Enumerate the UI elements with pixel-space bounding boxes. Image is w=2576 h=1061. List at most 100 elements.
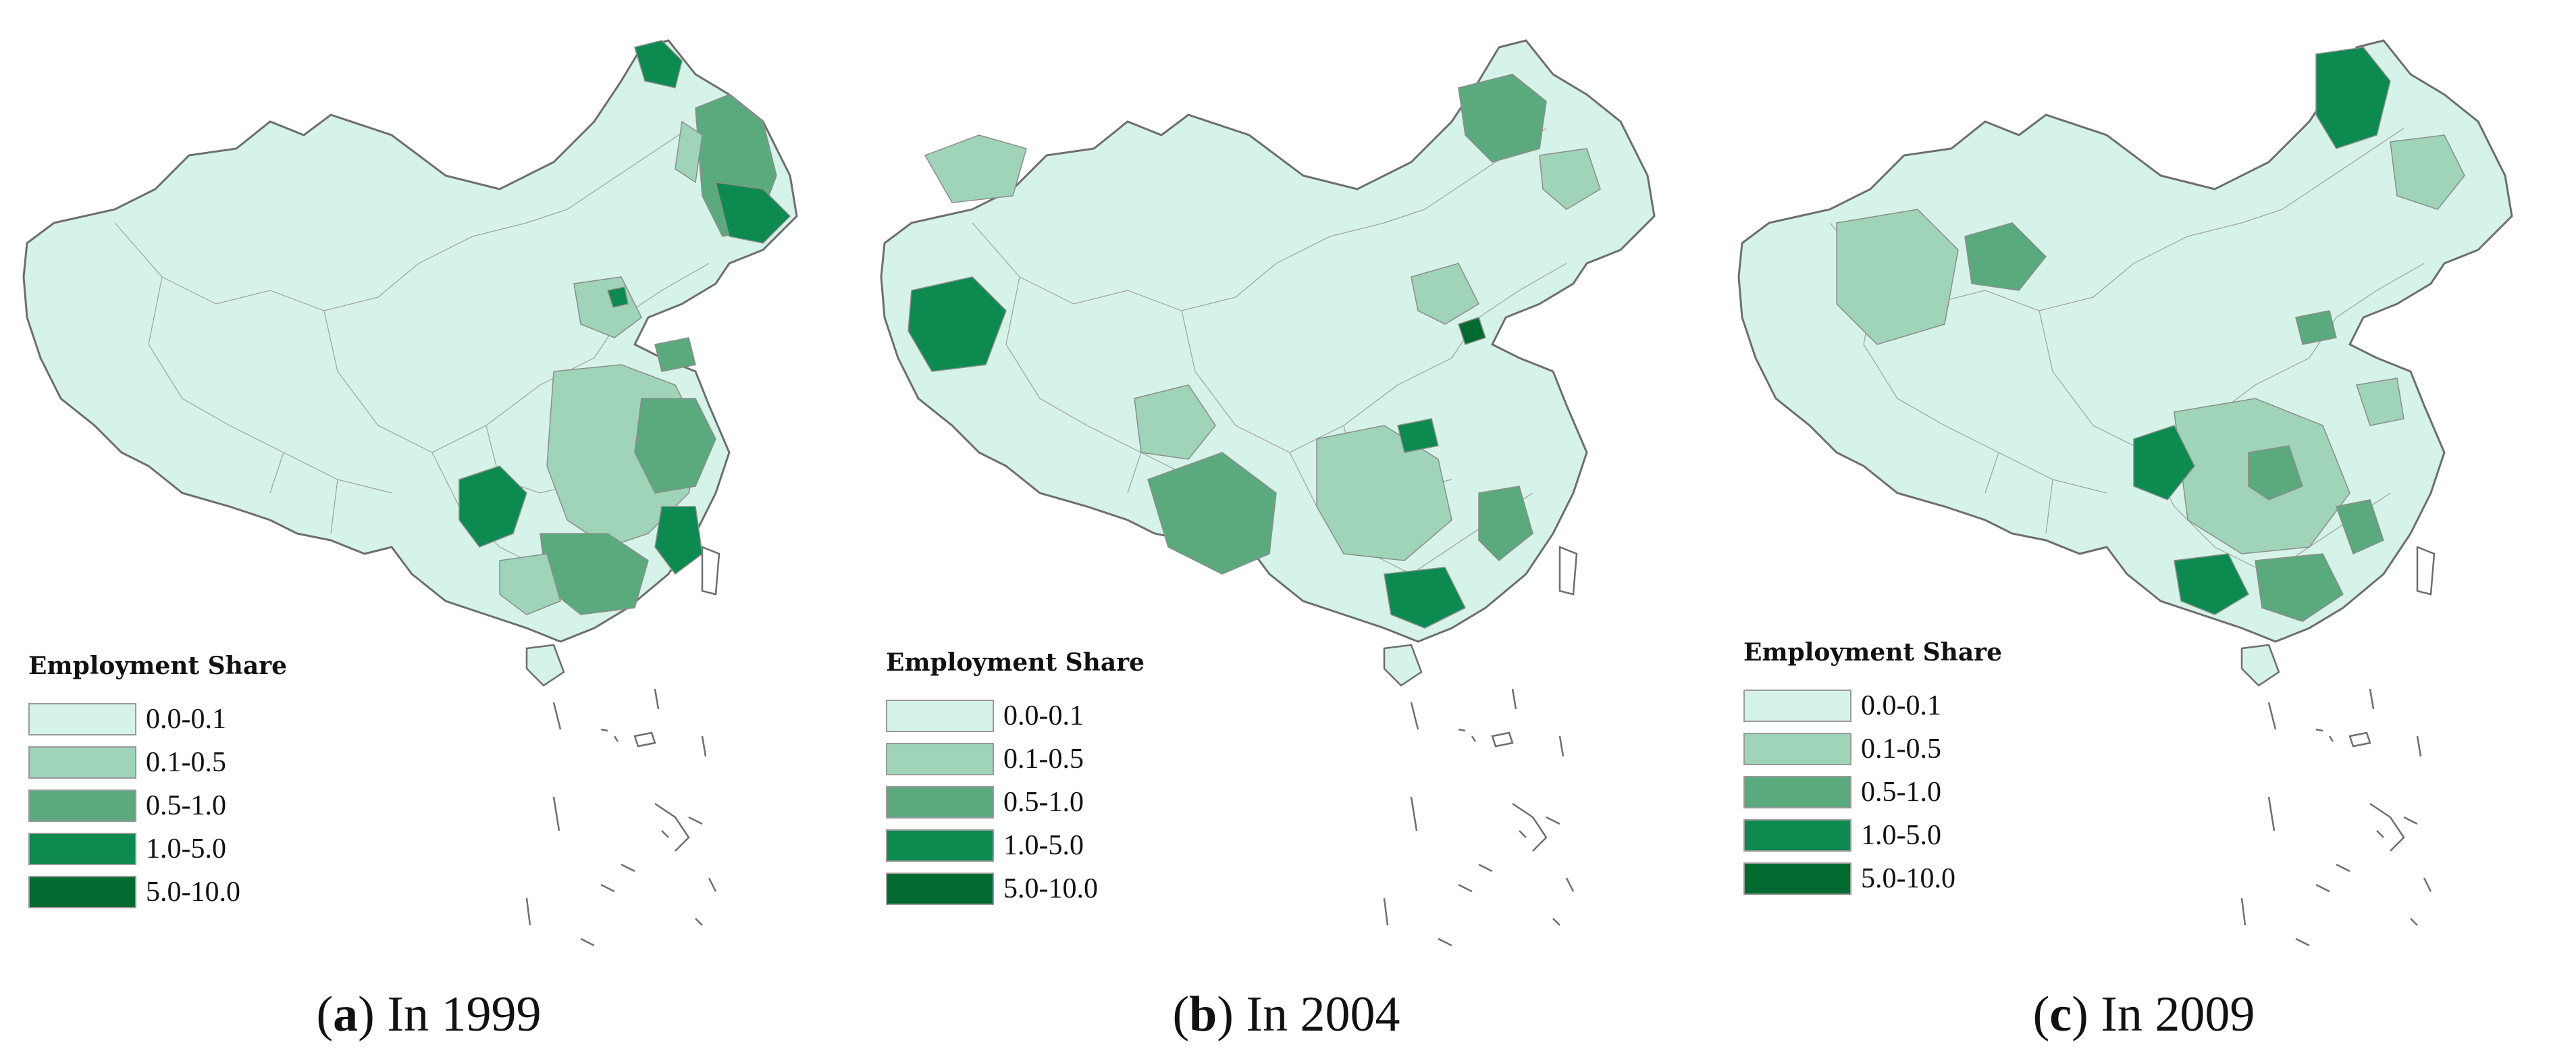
legend-title: Employment Share xyxy=(28,652,288,680)
china-map-1999 xyxy=(22,39,798,947)
map-panel-2004: Employment Share 0.0-0.1 0.1-0.5 0.5-1.0… xyxy=(871,20,1702,1047)
legend-swatch xyxy=(886,873,994,905)
region-beijing-2004 xyxy=(1458,317,1486,345)
legend-2009: Employment Share 0.0-0.1 0.1-0.5 0.5-1.0… xyxy=(1743,638,2002,900)
region-southwest-1999 xyxy=(458,465,527,548)
caption-letter: a xyxy=(333,987,359,1042)
legend-swatch xyxy=(886,786,994,819)
legend-label: 0.1-0.5 xyxy=(1003,744,1084,775)
legend-swatch xyxy=(886,829,994,862)
region-sichuan-2009 xyxy=(2133,425,2195,500)
legend-label: 1.0-5.0 xyxy=(146,833,226,864)
region-guangdong-2004 xyxy=(1384,567,1467,629)
legend-swatch xyxy=(28,703,136,735)
caption-letter: c xyxy=(2049,987,2072,1042)
region-qinghai-2004 xyxy=(1134,384,1216,460)
legend-item: 1.0-5.0 xyxy=(28,827,287,871)
legend-label: 0.0-0.1 xyxy=(1003,700,1084,731)
legend-item: 0.1-0.5 xyxy=(1743,727,2002,771)
region-hubei-2004 xyxy=(1397,418,1439,453)
legend-swatch xyxy=(886,700,994,732)
shaded-regions-2009 xyxy=(1836,47,2465,622)
region-fujian-2009 xyxy=(2336,499,2384,555)
region-kashgar-2004 xyxy=(908,276,1007,372)
legend-item: 1.0-5.0 xyxy=(886,824,1145,867)
legend-label: 0.5-1.0 xyxy=(146,790,226,821)
map-panel-1999: Employment Share 0.0-0.1 0.1-0.5 0.5-1.0… xyxy=(14,20,844,1047)
legend-swatch xyxy=(1743,733,1851,765)
region-northeast-2009 xyxy=(2390,134,2465,210)
region-inner-mongolia-1999 xyxy=(675,120,703,184)
legend-2004: Employment Share 0.0-0.1 0.1-0.5 0.5-1.0… xyxy=(886,648,1145,910)
legend-swatch xyxy=(28,876,136,908)
region-xinjiang-2009 xyxy=(1836,209,1959,345)
legend-item: 1.0-5.0 xyxy=(1743,814,2002,857)
legend-label: 1.0-5.0 xyxy=(1003,830,1084,861)
legend-label: 0.0-0.1 xyxy=(1861,690,1941,721)
region-heilongjiang-north-1999 xyxy=(634,40,683,88)
legend-swatch xyxy=(1743,862,1851,895)
legend-item: 0.5-1.0 xyxy=(28,784,287,827)
caption-text: In 1999 xyxy=(374,987,542,1042)
legend-swatch xyxy=(1743,819,1851,852)
legend-swatch xyxy=(28,790,136,822)
china-map-2004 xyxy=(880,39,1656,947)
legend-label: 0.1-0.5 xyxy=(146,747,226,778)
legend-swatch xyxy=(886,743,994,775)
caption-text: In 2004 xyxy=(1233,987,1400,1042)
legend-item: 0.0-0.1 xyxy=(1743,684,2002,727)
region-southeast-1999 xyxy=(654,506,703,575)
legend-item: 0.1-0.5 xyxy=(28,741,287,784)
panel-caption-b: (b) In 2004 xyxy=(1172,987,1400,1042)
legend-item: 0.0-0.1 xyxy=(28,698,287,741)
region-urumqi-2009 xyxy=(1964,222,2047,291)
legend-title: Employment Share xyxy=(1743,638,2003,667)
map-panel-2009: Employment Share 0.0-0.1 0.1-0.5 0.5-1.0… xyxy=(1729,20,2559,1047)
legend-label: 0.1-0.5 xyxy=(1861,733,1941,765)
legend-item: 5.0-10.0 xyxy=(1743,857,2002,900)
legend-title: Employment Share xyxy=(886,648,1145,677)
legend-swatch xyxy=(28,746,136,779)
legend-swatch xyxy=(1743,690,1851,722)
china-map-2009 xyxy=(1737,39,2513,947)
legend-item: 0.1-0.5 xyxy=(886,737,1145,781)
legend-1999: Employment Share 0.0-0.1 0.1-0.5 0.5-1.0… xyxy=(28,652,287,914)
region-hubei-2009 xyxy=(2248,445,2303,500)
region-sichuan-2004 xyxy=(1147,452,1277,575)
region-beijing-2009 xyxy=(2295,310,2337,345)
caption-letter: b xyxy=(1189,987,1217,1042)
panel-caption-a: (a) In 1999 xyxy=(316,987,542,1042)
legend-label: 5.0-10.0 xyxy=(1003,873,1098,904)
region-east-1999 xyxy=(634,398,716,494)
region-guangdong-2009 xyxy=(2255,553,2344,622)
legend-swatch xyxy=(1743,776,1851,808)
legend-item: 0.5-1.0 xyxy=(1743,771,2002,814)
legend-label: 5.0-10.0 xyxy=(1861,863,1955,894)
region-guangxi-1999 xyxy=(499,553,561,615)
legend-label: 1.0-5.0 xyxy=(1861,820,1941,851)
region-shandong-1999 xyxy=(654,337,696,372)
region-beijing-1999 xyxy=(607,286,629,308)
shaded-regions-2004 xyxy=(908,74,1601,629)
region-jilin-2004 xyxy=(1539,148,1601,210)
region-jiangsu-2009 xyxy=(2356,378,2404,426)
legend-item: 5.0-10.0 xyxy=(886,867,1145,910)
legend-item: 0.0-0.1 xyxy=(886,694,1145,737)
region-northeast-south-1999 xyxy=(715,182,791,244)
legend-label: 0.5-1.0 xyxy=(1861,777,1941,808)
region-guangxi-2009 xyxy=(2174,553,2249,615)
region-heilongjiang-2004 xyxy=(1458,74,1547,163)
legend-item: 0.5-1.0 xyxy=(886,781,1145,824)
legend-label: 0.0-0.1 xyxy=(146,704,226,735)
legend-label: 5.0-10.0 xyxy=(146,877,240,908)
region-central-2004 xyxy=(1316,425,1452,561)
legend-label: 0.5-1.0 xyxy=(1003,787,1084,818)
caption-text: In 2009 xyxy=(2088,987,2255,1042)
region-heilongjiang-2009 xyxy=(2315,47,2391,149)
shaded-regions-1999 xyxy=(458,40,791,615)
region-north-2004 xyxy=(1411,263,1479,325)
legend-swatch xyxy=(28,833,136,865)
panel-caption-c: (c) In 2009 xyxy=(2032,987,2255,1042)
legend-item: 5.0-10.0 xyxy=(28,871,287,914)
region-southeast-2004 xyxy=(1478,486,1533,562)
